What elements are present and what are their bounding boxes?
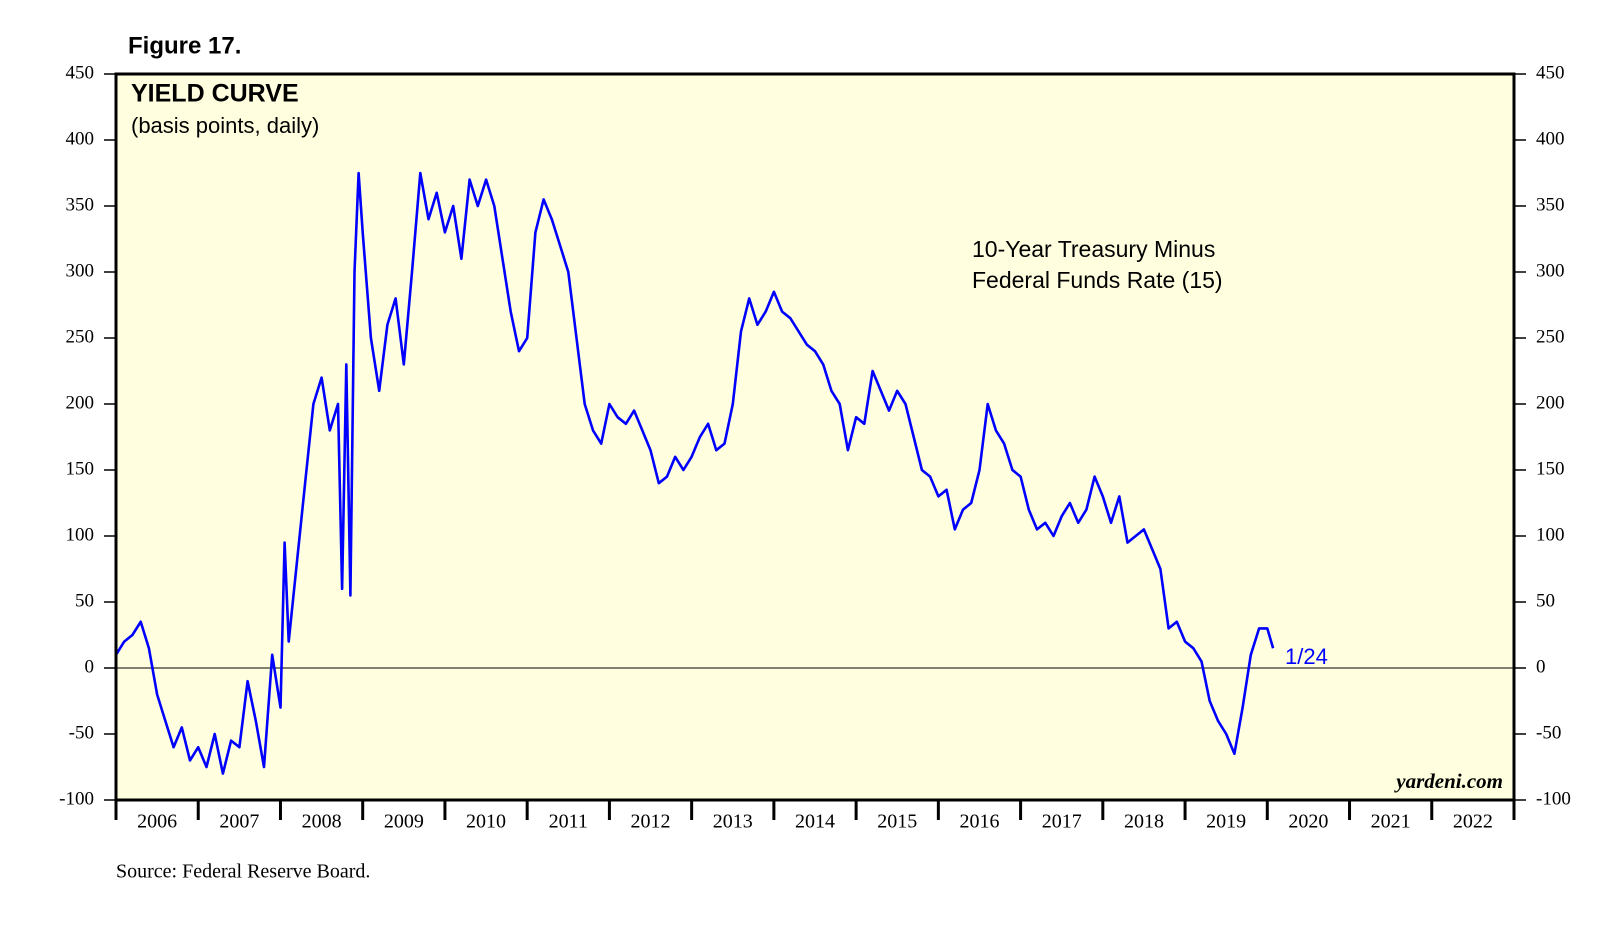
- data-line: [114, 171, 1275, 775]
- y2-tick-label: 200: [1536, 392, 1565, 413]
- x-tick-label: 2008: [302, 811, 342, 833]
- x-tick-label: 2016: [959, 811, 999, 833]
- annotation: Federal Funds Rate (15): [972, 267, 1223, 293]
- y2-tick-label: 100: [1536, 524, 1565, 545]
- y-tick-label: 150: [66, 458, 95, 479]
- y-tick-label: 300: [66, 260, 95, 281]
- chart-subtitle: (basis points, daily): [131, 113, 319, 138]
- y2-tick-label: 350: [1536, 194, 1565, 215]
- x-tick-label: 2010: [466, 811, 506, 833]
- annotation: 10-Year Treasury Minus: [972, 236, 1215, 262]
- y-tick-label: 250: [66, 326, 95, 347]
- y-tick-label: 400: [66, 128, 95, 149]
- x-tick-label: 2021: [1371, 811, 1411, 833]
- x-tick-label: 2009: [384, 811, 424, 833]
- y-tick-label: 0: [85, 656, 95, 677]
- plot-area: [116, 74, 1514, 800]
- x-tick-label: 2012: [631, 811, 671, 833]
- watermark: yardeni.com: [1393, 769, 1503, 793]
- x-tick-label: 2018: [1124, 811, 1164, 833]
- figure-label: Figure 17.: [128, 32, 241, 59]
- y2-tick-label: 250: [1536, 326, 1565, 347]
- y-tick-label: 450: [66, 62, 95, 83]
- y2-tick-label: 300: [1536, 260, 1565, 281]
- y2-tick-label: 0: [1536, 656, 1546, 677]
- y-tick-label: 200: [66, 392, 95, 413]
- x-tick-label: 2014: [795, 811, 835, 833]
- x-tick-label: 2019: [1206, 811, 1246, 833]
- y-tick-label: 350: [66, 194, 95, 215]
- y-tick-label: 50: [75, 590, 94, 611]
- chart-title: YIELD CURVE: [131, 80, 299, 108]
- y2-tick-label: -100: [1536, 788, 1571, 809]
- y2-tick-label: -50: [1536, 722, 1561, 743]
- x-tick-label: 2020: [1288, 811, 1328, 833]
- x-tick-label: 2006: [137, 811, 177, 833]
- y2-tick-label: 50: [1536, 590, 1555, 611]
- y-tick-label: -100: [59, 788, 94, 809]
- y2-tick-label: 450: [1536, 62, 1565, 83]
- y-tick-label: 100: [66, 524, 95, 545]
- plot-border: [114, 72, 1516, 802]
- x-tick-label: 2022: [1453, 811, 1493, 833]
- y2-tick-label: 400: [1536, 128, 1565, 149]
- x-tick-label: 2013: [713, 811, 753, 833]
- y2-tick-label: 150: [1536, 458, 1565, 479]
- x-tick-label: 2017: [1042, 811, 1082, 833]
- x-tick-label: 2007: [219, 811, 259, 833]
- x-tick-label: 2011: [549, 811, 588, 833]
- end-label: 1/24: [1285, 644, 1328, 669]
- x-tick-label: 2015: [877, 811, 917, 833]
- y-tick-label: -50: [69, 722, 94, 743]
- source: Source: Federal Reserve Board.: [116, 861, 370, 883]
